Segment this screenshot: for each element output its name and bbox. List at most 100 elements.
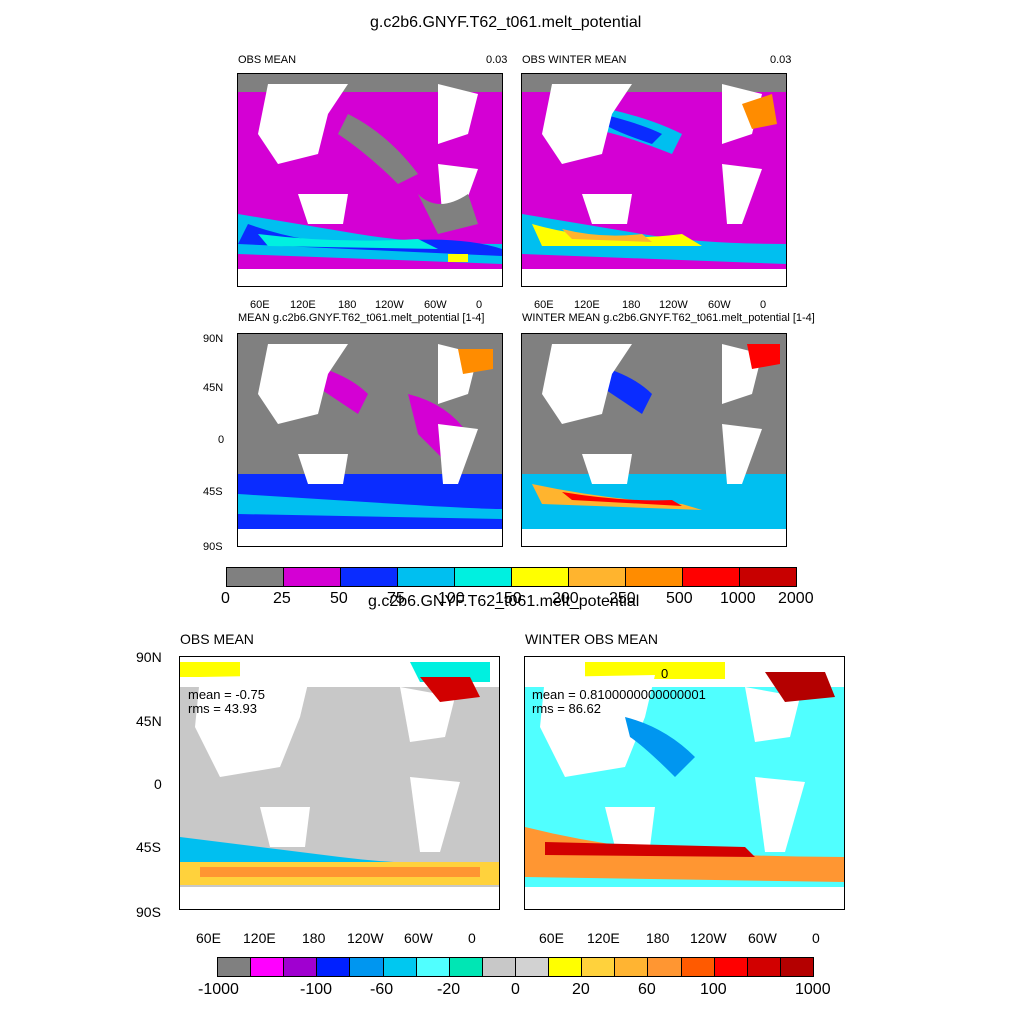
fig2-lat-0: 0 [154,776,162,792]
fig1-cbar-label-1000: 1000 [720,590,756,607]
map-panel-model-mean [237,333,503,547]
fig2-cbar-swatch [449,958,483,976]
fig2-panel2-title: WINTER OBS MEAN [525,631,659,647]
fig2-cbar-swatch [218,958,252,976]
fig1-cbar-swatch [626,568,683,586]
fig2-cbar-swatch [482,958,516,976]
fig1-lat-45S: 45S [203,486,223,498]
fig2-cbar-swatch [648,958,682,976]
fig1-top-left-lon-180: 180 [338,299,357,311]
fig2-cbar-swatch [515,958,550,976]
fig2-right-lon-120W: 120W [690,930,727,946]
fig1-cbar-label-100: 100 [438,590,465,607]
fig1-cbar-label-50: 50 [330,590,348,607]
fig2-left-lon-60E: 60E [196,930,221,946]
fig2-panel1-rms: rms = 43.93 [188,701,258,716]
panel2-title: OBS WINTER MEAN [522,54,627,66]
fig1-top-left-lon-120W: 120W [375,299,404,311]
fig2-cbar-swatch [549,958,583,976]
map-panel-obs-mean [237,73,503,287]
fig1-cbar-swatch [227,568,284,586]
fig2-lat-90N: 90N [136,649,162,665]
fig1-cbar-label-0: 0 [221,590,230,607]
fig2-cbar-swatch [317,958,351,976]
map-panel-obs-winter-mean [521,73,787,287]
fig2-left-lon-60W: 60W [404,930,433,946]
fig1-top-right-lon-0: 0 [760,299,767,311]
fig1-cbar-swatch [740,568,796,586]
fig1-lat-90S: 90S [203,541,223,553]
fig2-cbar-swatch [383,958,417,976]
fig2-panel2-mean: mean = 0.8100000000000001 [532,687,706,702]
fig1-cbar-label-75: 75 [387,590,405,607]
fig2-panel2-contour-label: 0 [661,666,669,681]
fig1-lat-90N: 90N [203,333,224,345]
fig1-top-left-lon-60W: 60W [424,299,447,311]
fig1-cbar-swatch [341,568,398,586]
fig2-cbar-swatch [416,958,450,976]
fig1-cbar-swatch [512,568,569,586]
fig2-cbar-label-0: 0 [511,981,520,998]
fig1-top-right-lon-60W: 60W [708,299,731,311]
fig2-cbar-swatch [582,958,616,976]
fig1-cbar-swatch [284,568,341,586]
fig1-top-right-lon-180: 180 [622,299,641,311]
fig2-cbar-label-1000: 1000 [795,981,831,998]
panel1-right-label: 0.03 [486,54,508,66]
map-panel-fig2-winter-obs-mean [524,656,845,910]
fig1-cbar-label-200: 200 [552,590,579,607]
fig2-cbar-label-minus20: -20 [437,981,461,998]
fig2-cbar-label-minus100: -100 [300,981,333,998]
fig2-right-lon-180: 180 [646,930,670,946]
fig2-panel1-title: OBS MEAN [180,631,254,647]
panel3-title: MEAN g.c2b6.GNYF.T62_t061.melt_potential… [238,312,485,324]
fig2-right-lon-60E: 60E [539,930,564,946]
fig2-colorbar [217,957,814,977]
fig2-right-lon-0: 0 [812,930,820,946]
fig1-top-right-lon-120W: 120W [659,299,688,311]
fig2-lat-90S: 90S [136,904,161,920]
fig2-cbar-label-100: 100 [700,981,727,998]
fig1-cbar-swatch [398,568,455,586]
fig1-colorbar [226,567,797,587]
fig1-cbar-swatch [683,568,740,586]
fig2-left-lon-180: 180 [302,930,326,946]
fig2-cbar-label-minus60: -60 [370,981,394,998]
fig1-top-left-lon-0: 0 [476,299,483,311]
panel2-right-label: 0.03 [770,54,792,66]
fig1-cbar-label-2000: 2000 [778,590,814,607]
fig2-lat-45S: 45S [136,839,161,855]
fig1-cbar-label-150: 150 [495,590,522,607]
fig2-cbar-swatch [747,958,781,976]
figure1-title: g.c2b6.GNYF.T62_t061.melt_potential [370,14,642,31]
panel1-title: OBS MEAN [238,54,297,66]
fig1-cbar-label-500: 500 [666,590,693,607]
fig2-panel2-rms: rms = 86.62 [532,701,602,716]
fig2-left-lon-120E: 120E [243,930,276,946]
fig2-left-lon-120W: 120W [347,930,384,946]
fig1-cbar-label-25: 25 [273,590,291,607]
fig2-cbar-label-minus1000: -1000 [198,981,239,998]
map-panel-fig2-obs-mean [179,656,500,910]
fig2-lat-45N: 45N [136,713,162,729]
fig1-cbar-swatch [455,568,512,586]
fig1-cbar-swatch [569,568,626,586]
fig2-cbar-label-60: 60 [638,981,656,998]
fig2-cbar-swatch [714,958,748,976]
fig2-cbar-swatch [615,958,649,976]
fig1-lat-45N: 45N [203,382,224,394]
fig2-right-lon-120E: 120E [587,930,620,946]
fig2-cbar-swatch [350,958,384,976]
fig1-lat-0: 0 [218,434,225,446]
map-panel-model-winter-mean [521,333,787,547]
fig2-left-lon-0: 0 [468,930,476,946]
fig2-cbar-swatch [780,958,813,976]
fig2-cbar-swatch [251,958,285,976]
fig1-cbar-label-250: 250 [609,590,636,607]
fig1-top-right-lon-120E: 120E [574,299,600,311]
fig1-top-left-lon-60E: 60E [250,299,270,311]
fig2-cbar-swatch [681,958,715,976]
figure2-title: g.c2b6.GNYF.T62_t061.melt_potential [368,593,640,610]
fig2-panel1-mean: mean = -0.75 [188,687,265,702]
panel4-title: WINTER MEAN g.c2b6.GNYF.T62_t061.melt_po… [522,312,815,324]
